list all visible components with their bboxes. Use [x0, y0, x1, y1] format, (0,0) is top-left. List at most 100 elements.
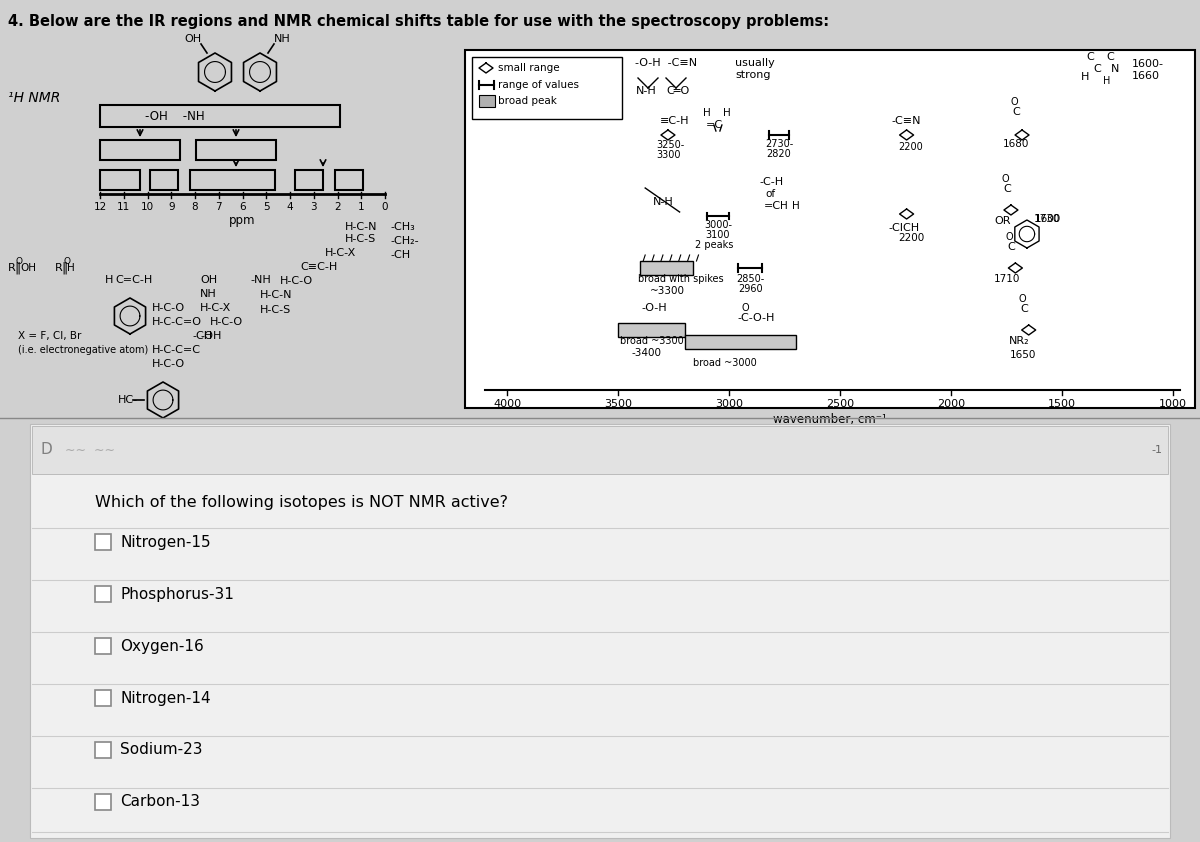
Text: 1660: 1660: [1132, 71, 1160, 81]
Bar: [472, 57, 622, 119]
Text: -O-H  -C≡N: -O-H -C≡N: [635, 58, 697, 68]
Text: 0: 0: [382, 202, 389, 212]
Text: strong: strong: [734, 70, 770, 80]
Bar: [295, 170, 323, 190]
Text: usually: usually: [734, 58, 775, 68]
Text: 4000: 4000: [493, 399, 521, 409]
Bar: [641, 261, 694, 275]
Text: Nitrogen-14: Nitrogen-14: [120, 690, 211, 706]
Text: of: of: [766, 189, 776, 199]
Text: ppm: ppm: [229, 214, 256, 227]
Text: range of values: range of values: [498, 80, 580, 90]
Text: =C: =C: [706, 120, 724, 130]
Text: C=C-H: C=C-H: [115, 275, 152, 285]
Bar: [196, 140, 276, 160]
Bar: [95, 638, 112, 654]
Text: H-C-X: H-C-X: [200, 303, 232, 313]
Text: -OH    -NH: -OH -NH: [145, 109, 205, 122]
Text: ‖: ‖: [14, 262, 20, 274]
Text: O: O: [1001, 174, 1009, 184]
Text: C: C: [1021, 304, 1028, 314]
Text: C: C: [1093, 64, 1100, 74]
Text: H-C-O: H-C-O: [152, 303, 185, 313]
Text: 2200: 2200: [899, 142, 923, 152]
Text: H: H: [1081, 72, 1090, 82]
Text: -OH: -OH: [200, 331, 221, 341]
Text: O: O: [742, 303, 749, 313]
Text: C: C: [1003, 184, 1010, 194]
Bar: [466, 50, 1195, 408]
Text: 4. Below are the IR regions and NMR chemical shifts table for use with the spect: 4. Below are the IR regions and NMR chem…: [8, 14, 829, 29]
Text: 2850-: 2850-: [736, 274, 764, 284]
Text: 10: 10: [140, 202, 154, 212]
Text: -CH₃: -CH₃: [390, 222, 415, 232]
Text: H: H: [792, 201, 799, 211]
Text: O: O: [1019, 294, 1026, 304]
Text: 12: 12: [94, 202, 107, 212]
Text: N: N: [1111, 64, 1120, 74]
Text: ‖: ‖: [61, 262, 67, 274]
Text: H: H: [722, 108, 731, 118]
Text: 2: 2: [334, 202, 341, 212]
Bar: [618, 323, 684, 337]
Bar: [95, 690, 112, 706]
Text: H: H: [1103, 76, 1111, 86]
Text: broad ~3300: broad ~3300: [620, 336, 684, 346]
Text: 5: 5: [263, 202, 270, 212]
Text: -C-O-H: -C-O-H: [737, 313, 774, 323]
Text: C: C: [1008, 242, 1015, 252]
Text: 1500: 1500: [1048, 399, 1076, 409]
Text: D: D: [40, 443, 52, 457]
Text: wavenumber, cm⁻¹: wavenumber, cm⁻¹: [773, 413, 887, 426]
Bar: [95, 534, 112, 550]
Text: Phosphorus-31: Phosphorus-31: [120, 587, 234, 601]
Bar: [100, 140, 180, 160]
Text: H: H: [703, 108, 710, 118]
Text: 2960: 2960: [738, 284, 762, 294]
Text: ~3300: ~3300: [650, 286, 685, 296]
Text: -NH: -NH: [250, 275, 271, 285]
Text: 11: 11: [118, 202, 131, 212]
Text: ≡C-H: ≡C-H: [660, 116, 690, 126]
Text: C═O: C═O: [666, 86, 689, 96]
Text: H: H: [67, 263, 74, 273]
Text: C: C: [1086, 52, 1094, 62]
Text: small range: small range: [498, 63, 559, 73]
Text: H-C-N: H-C-N: [260, 290, 293, 300]
Text: 3250-: 3250-: [656, 140, 684, 150]
Text: ∼∼  ∼∼: ∼∼ ∼∼: [65, 444, 115, 456]
Text: H-C-O: H-C-O: [152, 359, 185, 369]
Bar: [32, 426, 1168, 474]
Text: H-C-S: H-C-S: [346, 234, 377, 244]
Text: OH: OH: [20, 263, 36, 273]
Text: 2500: 2500: [826, 399, 854, 409]
Text: 3500: 3500: [604, 399, 632, 409]
Text: N-H: N-H: [653, 197, 673, 207]
Text: 4: 4: [287, 202, 293, 212]
Text: R: R: [55, 263, 62, 273]
Text: (i.e. electronegative atom): (i.e. electronegative atom): [18, 345, 149, 355]
Text: -CH₂-: -CH₂-: [390, 236, 419, 246]
Bar: [100, 170, 140, 190]
Text: 1650: 1650: [1009, 350, 1036, 360]
Text: broad with spikes: broad with spikes: [638, 274, 724, 284]
Text: 3000-: 3000-: [704, 220, 732, 230]
Text: H: H: [780, 201, 787, 211]
Text: 1600: 1600: [1034, 214, 1061, 224]
Text: 3: 3: [311, 202, 317, 212]
Text: -CICH: -CICH: [888, 223, 919, 233]
Text: Nitrogen-15: Nitrogen-15: [120, 535, 211, 550]
Text: X = F, Cl, Br: X = F, Cl, Br: [18, 331, 82, 341]
Text: O: O: [64, 257, 70, 265]
Bar: [95, 586, 112, 602]
Text: 3000: 3000: [715, 399, 743, 409]
Text: -CH: -CH: [390, 250, 410, 260]
Text: O: O: [1006, 232, 1013, 242]
Bar: [30, 424, 1170, 838]
Text: 7: 7: [216, 202, 222, 212]
Text: 1600-: 1600-: [1132, 59, 1164, 69]
Text: ¹H NMR: ¹H NMR: [8, 91, 60, 105]
Text: H-C-X: H-C-X: [325, 248, 356, 258]
Text: -CH: -CH: [192, 331, 212, 341]
Text: H-C-N: H-C-N: [346, 222, 378, 232]
